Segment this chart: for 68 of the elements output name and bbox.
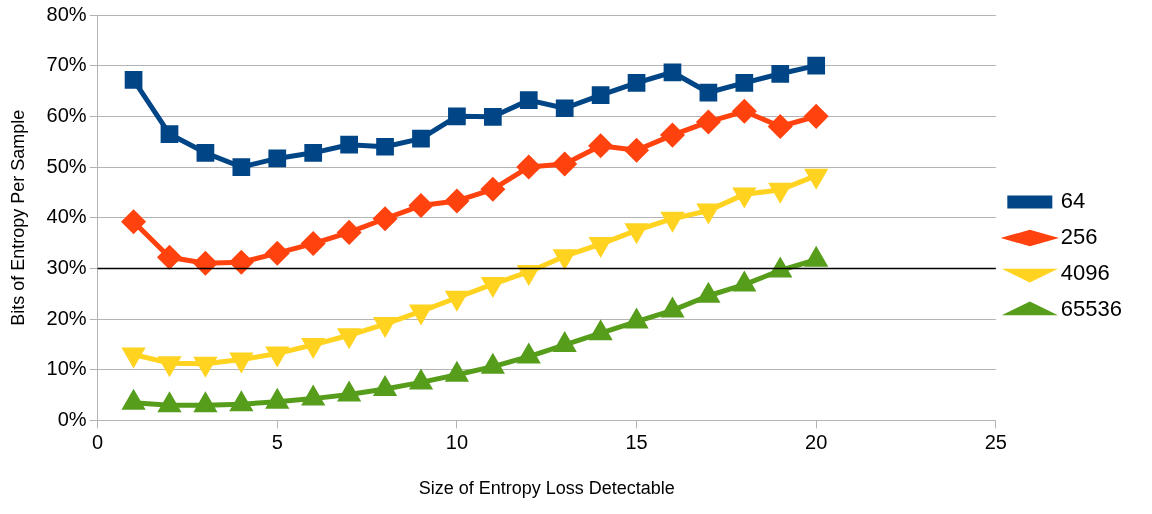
point [625,138,649,162]
point [627,74,646,92]
legend-label: 64 [1060,188,1086,214]
point [696,110,720,134]
x-tick-label: 15 [625,430,648,453]
point [157,245,181,269]
point [160,125,179,143]
point [807,56,826,75]
point [553,152,577,176]
y-tick-label: 60% [46,103,87,126]
point [124,71,143,89]
point [481,177,505,201]
y-tick-label: 40% [46,205,87,228]
point [699,83,718,102]
point [301,232,325,256]
point [588,319,613,341]
point [519,91,538,109]
point [373,207,397,231]
point [229,390,254,412]
point [409,368,433,390]
y-tick-label: 20% [46,306,87,329]
y-axis-title: Bits of Entropy Per Sample [7,109,28,326]
point [804,104,828,128]
point [340,135,358,154]
point [232,158,251,176]
point [732,99,756,123]
point [337,220,361,244]
point [445,189,469,213]
point [771,64,790,83]
point [376,137,394,156]
x-tick-label: 25 [984,430,1007,453]
point [304,143,323,162]
point [483,107,502,126]
legend-label: 65536 [1060,296,1123,322]
x-tick-label: 5 [271,430,283,453]
y-tick-label: 80% [46,2,87,25]
point [735,74,754,92]
point [196,143,215,162]
x-axis-title: Size of Entropy Loss Detectable [418,478,675,499]
point [448,107,466,126]
x-tick-label: 0 [92,430,104,453]
point [660,123,684,147]
y-tick-label: 10% [46,357,87,380]
x-tick-label: 10 [445,430,469,453]
point [412,129,430,148]
legend-label: 4096 [1060,260,1110,286]
point [122,210,146,234]
point [229,250,253,274]
point [660,296,685,318]
point [517,155,541,179]
y-tick-label: 0% [57,407,87,430]
point [268,149,287,168]
point [555,99,574,118]
y-tick-label: 70% [46,53,87,76]
point [589,134,613,158]
x-tick-label: 20 [805,430,828,453]
point [193,391,218,413]
point [663,63,682,82]
point [265,241,289,265]
point [157,391,182,413]
point [409,194,433,218]
point [591,86,610,104]
y-tick-label: 50% [46,154,87,177]
point [768,256,793,278]
point [193,251,217,275]
legend-label: 256 [1060,224,1098,250]
point [768,114,792,138]
y-tick-label: 30% [46,255,87,278]
